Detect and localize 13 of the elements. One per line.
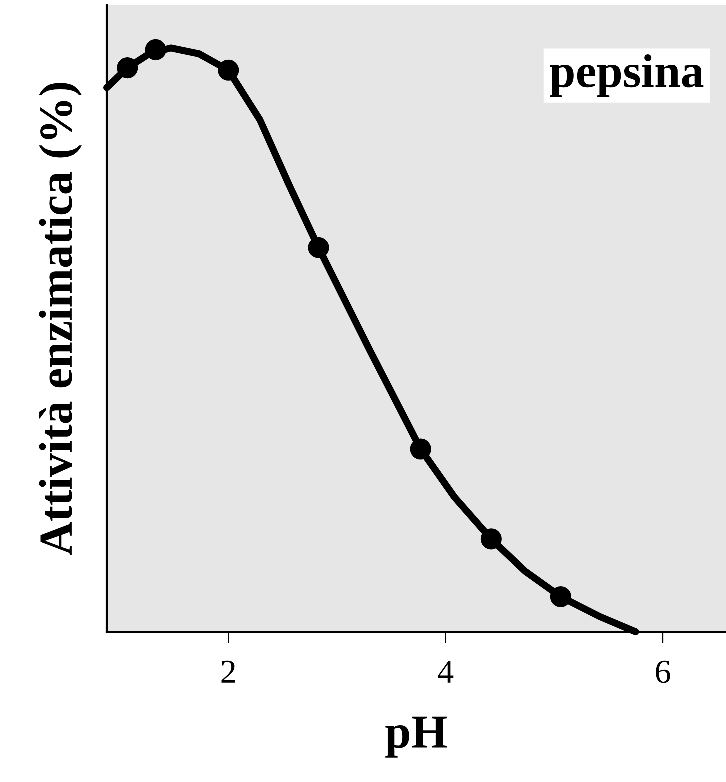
point bbox=[218, 60, 240, 81]
x-axis-title: pH bbox=[386, 716, 448, 758]
x-tick-label: 4 bbox=[438, 660, 454, 683]
point bbox=[117, 58, 138, 79]
y-axis-title: Attività enzimatica (%) bbox=[39, 83, 82, 556]
annotation: pepsina bbox=[550, 54, 704, 98]
point bbox=[308, 237, 330, 258]
point bbox=[550, 586, 572, 608]
x-tick-label: 6 bbox=[656, 660, 670, 684]
x-tick-label: 2 bbox=[222, 660, 236, 683]
point bbox=[480, 528, 502, 550]
point bbox=[410, 438, 432, 460]
point bbox=[145, 39, 166, 60]
